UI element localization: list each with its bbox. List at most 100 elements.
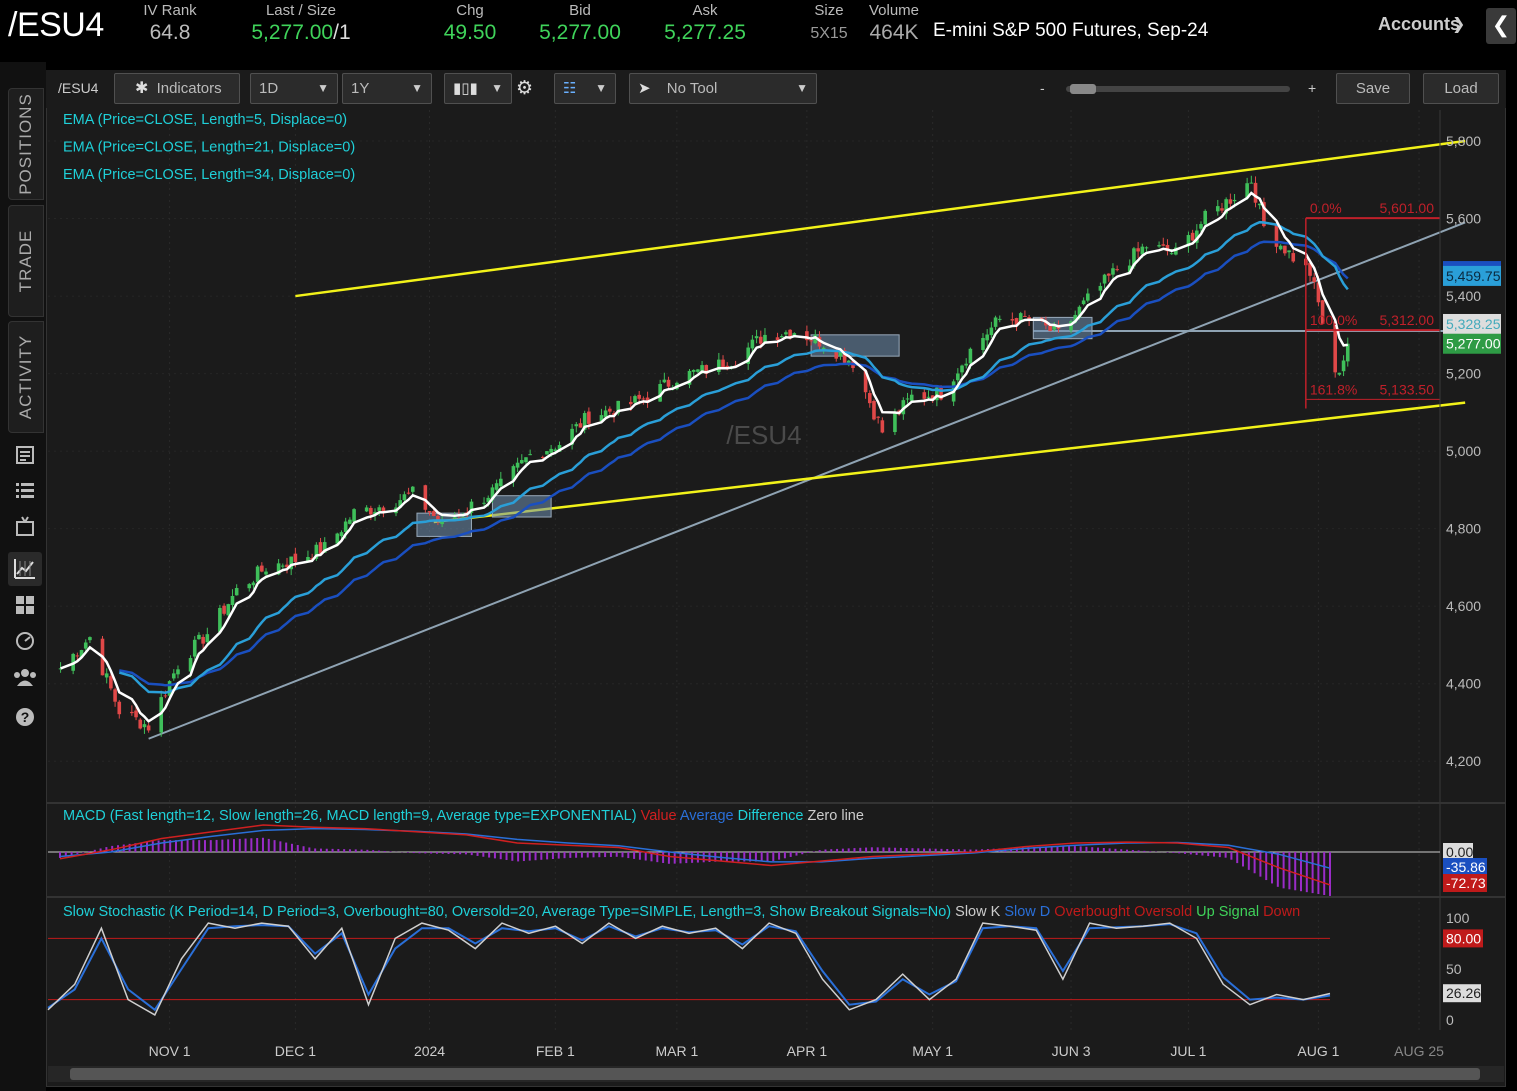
candle-body (230, 595, 235, 606)
candle-body (1111, 268, 1115, 275)
candle-body (582, 413, 587, 430)
bid-cell: Bid 5,277.00 (536, 2, 624, 45)
save-button[interactable]: Save (1336, 73, 1410, 104)
candle-body (113, 689, 117, 702)
help-icon[interactable]: ? (12, 706, 38, 732)
candle-body (1132, 248, 1136, 267)
candle-body (863, 370, 868, 393)
tab-positions[interactable]: POSITIONS (8, 88, 44, 200)
candle-body (146, 725, 151, 731)
candle-body (993, 317, 998, 327)
candle-body (1333, 321, 1337, 373)
last-price-label: 5,277.00 (1446, 336, 1501, 352)
chevron-down-icon[interactable]: ❯ (1452, 16, 1466, 33)
ema-21-line (118, 220, 1349, 694)
ema-34-line (119, 240, 1349, 687)
interval-select[interactable]: 1D ▼ (250, 73, 338, 104)
ask-value[interactable]: 5,277.25 (664, 21, 746, 44)
bid-value[interactable]: 5,277.00 (539, 21, 621, 44)
candle-body (813, 334, 818, 344)
zoom-slider-thumb[interactable] (1070, 84, 1096, 94)
list-icon[interactable] (12, 480, 38, 506)
x-tick-label: APR 1 (787, 1043, 828, 1059)
candle-body (821, 347, 826, 350)
volume-cell: Volume 464K (864, 2, 924, 45)
candle-body (260, 565, 264, 572)
ema5-price-label: 5,328.25 (1446, 316, 1501, 332)
candle-body (348, 519, 352, 524)
volume-label: Volume (868, 2, 920, 19)
candle-body (197, 634, 201, 640)
candle-body (880, 420, 885, 433)
candle-body (1044, 320, 1048, 326)
news-icon[interactable] (12, 444, 38, 470)
candle-body (1312, 277, 1317, 282)
tool-value: No Tool (666, 80, 718, 97)
candle-body (893, 413, 897, 433)
candle-body (226, 604, 231, 616)
community-icon[interactable] (12, 666, 38, 692)
symbol-title[interactable]: /ESU4 (8, 6, 104, 44)
channel-lower (433, 401, 1466, 524)
candle-body (691, 369, 696, 372)
candle-body (343, 521, 348, 533)
change-cell: Chg 49.50 (438, 2, 502, 45)
candle-body (524, 457, 528, 463)
stoch-legend-item: Up Signal (1196, 904, 1263, 920)
settings-gear-icon[interactable]: ⚙ (516, 78, 534, 99)
candle-body (758, 336, 763, 344)
candle-body (1023, 315, 1027, 317)
candle-body (964, 363, 969, 366)
candle-body (763, 334, 767, 343)
chart-icon[interactable] (8, 552, 42, 586)
candle-body (1052, 325, 1057, 330)
candle-body (540, 456, 545, 458)
tool-select[interactable]: ➤ No Tool ▼ (629, 73, 817, 104)
collapse-panel-button[interactable]: ❮ (1486, 8, 1516, 44)
candle-body (968, 348, 973, 364)
macd-value-label: -72.73 (1446, 875, 1486, 891)
drawing-tools-select[interactable]: ☷ ▼ (554, 73, 616, 104)
x-tick-label: MAY 1 (912, 1043, 953, 1059)
candle-body (1174, 247, 1178, 255)
candle-body (1249, 182, 1254, 184)
load-button[interactable]: Load (1423, 73, 1499, 104)
zoom-in-button[interactable]: + (1308, 80, 1317, 96)
accounts-dropdown[interactable]: Accounts (1378, 14, 1461, 34)
grid-icon[interactable] (12, 594, 38, 620)
last-size-value: 5,277.00/1 (236, 21, 366, 45)
chevron-down-icon: ▼ (796, 81, 808, 95)
chart-style-select[interactable]: ▮▯▮ ▼ (444, 73, 512, 104)
candle-body (490, 487, 495, 501)
macd-panel (48, 824, 1440, 896)
candle-body (1215, 206, 1220, 212)
candle-body (935, 387, 939, 401)
left-sidebar: POSITIONS TRADE ACTIVITY ? (0, 62, 46, 1091)
candle-body (587, 411, 591, 424)
candle-body (469, 501, 474, 513)
tab-activity[interactable]: ACTIVITY (8, 321, 44, 433)
dashboard-icon[interactable] (12, 630, 38, 656)
highlight-box (810, 334, 900, 357)
range-select[interactable]: 1Y ▼ (342, 73, 432, 104)
stoch-legend-item: Overbought (1054, 904, 1134, 920)
candle-body (574, 424, 579, 427)
candle-body (234, 588, 239, 596)
candle-body (1073, 314, 1078, 323)
tab-trade[interactable]: TRADE (8, 205, 44, 317)
toolbar-symbol[interactable]: /ESU4 (58, 80, 99, 96)
last-size: /1 (333, 21, 351, 44)
zoom-slider-track[interactable] (1066, 86, 1290, 92)
candle-body (264, 571, 268, 575)
candle-body (578, 423, 583, 428)
candle-body (130, 711, 134, 714)
tv-icon[interactable] (12, 516, 38, 542)
candle-body (159, 697, 164, 733)
indicators-button[interactable]: ✱ Indicators (114, 73, 240, 104)
macd-avg-box (1443, 858, 1487, 876)
candle-body (553, 449, 558, 452)
zoom-out-button[interactable]: - (1040, 80, 1045, 96)
x-tick-label: JUN 3 (1052, 1043, 1091, 1059)
fib-percent-label: 161.8% (1310, 381, 1357, 397)
